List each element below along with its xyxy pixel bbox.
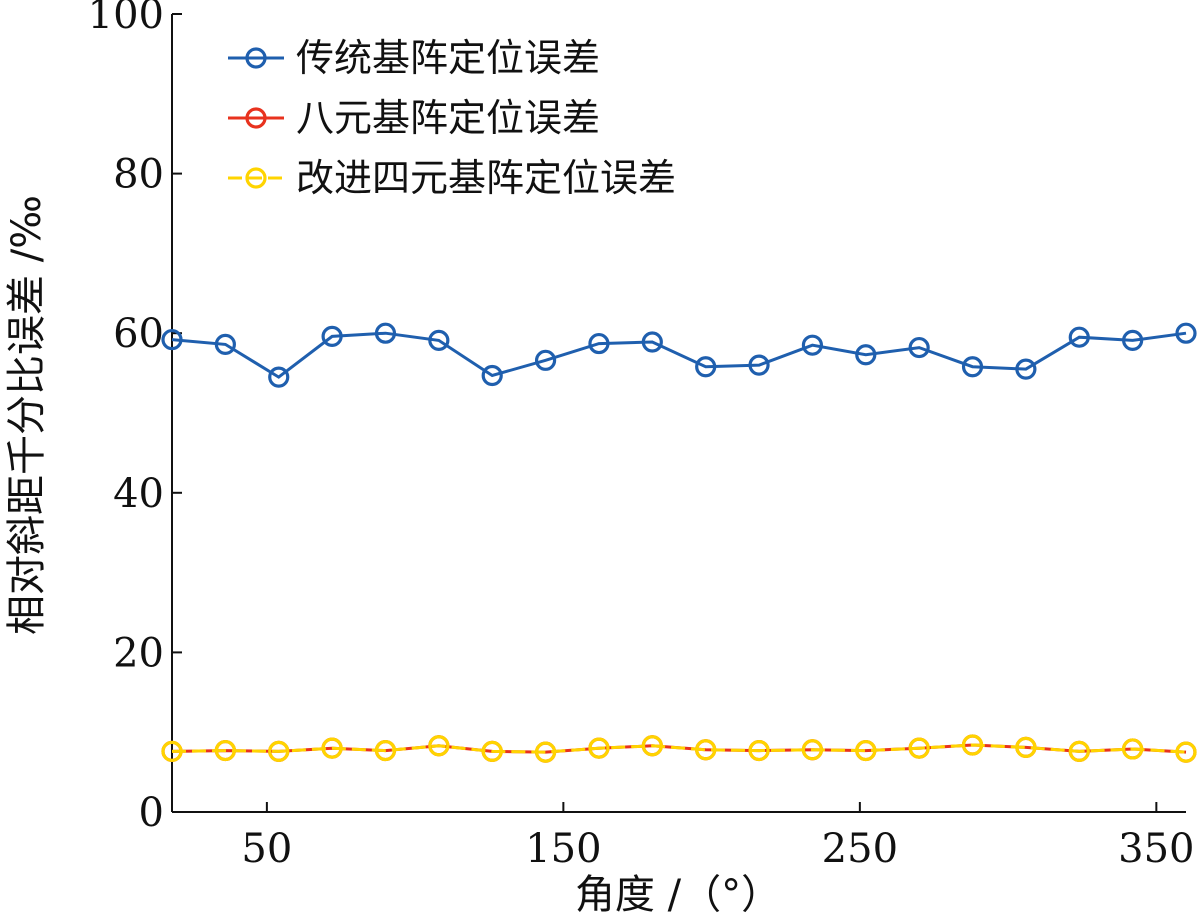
data-point: [801, 334, 824, 356]
data-point: [1122, 329, 1144, 351]
data-point: [268, 366, 290, 388]
data-point: [534, 349, 557, 371]
data-point: [695, 356, 717, 378]
series-1: [161, 322, 1197, 388]
data-point: [1015, 358, 1037, 380]
data-point: [428, 329, 450, 351]
legend-marker: [245, 47, 267, 69]
legend-marker: [245, 167, 267, 189]
series-3: [161, 734, 1197, 763]
data-point: [1068, 740, 1090, 762]
series-layer: [161, 322, 1197, 763]
data-point: [268, 740, 290, 762]
data-point: [801, 739, 824, 761]
y-tick-label: 20: [113, 630, 164, 676]
data-point: [588, 332, 610, 355]
data-point: [374, 322, 397, 344]
data-point: [908, 336, 930, 359]
data-point: [161, 328, 183, 351]
data-point: [214, 739, 236, 762]
data-point: [1015, 736, 1037, 758]
data-point: [748, 739, 770, 762]
data-point: [908, 737, 930, 759]
data-point: [695, 739, 717, 761]
data-point: [1122, 738, 1144, 760]
data-point: [961, 356, 984, 378]
x-tick-label: 150: [525, 826, 601, 872]
data-point: [1068, 326, 1090, 348]
y-tick-label: 80: [113, 152, 164, 198]
data-point: [428, 735, 450, 757]
data-point: [321, 737, 343, 759]
data-point: [748, 354, 770, 376]
data-point: [481, 364, 503, 387]
data-point: [481, 740, 503, 762]
legend-label: 传统基阵定位误差: [296, 36, 600, 80]
y-axis-label: 相对斜距千分比误差 /‰: [4, 195, 50, 635]
x-tick-label: 50: [241, 826, 292, 872]
data-point: [161, 740, 183, 762]
data-point: [588, 737, 610, 759]
y-tick-label: 60: [113, 311, 164, 357]
data-point: [641, 331, 663, 353]
data-point: [641, 735, 663, 757]
x-axis-label: 角度 /（°）: [575, 872, 781, 918]
data-point: [534, 741, 557, 763]
legend-label: 八元基阵定位误差: [296, 96, 600, 140]
data-point: [321, 325, 343, 347]
legend-label: 改进四元基阵定位误差: [296, 156, 676, 200]
data-point: [374, 739, 397, 762]
data-point: [961, 734, 984, 756]
y-tick-label: 0: [139, 790, 164, 836]
x-tick-label: 250: [822, 826, 898, 872]
y-tick-label: 100: [88, 0, 164, 38]
legend-marker: [245, 107, 267, 129]
data-point: [214, 333, 236, 355]
y-tick-label: 40: [113, 471, 164, 517]
axes: 0 20 40 60 80 100 50 150 250 350: [88, 0, 1195, 872]
x-tick-label: 350: [1118, 826, 1194, 872]
data-point: [1175, 322, 1197, 344]
data-point: [855, 344, 877, 366]
legend-item: 八元基阵定位误差: [228, 96, 600, 140]
data-point: [855, 739, 877, 762]
data-point: [1175, 741, 1197, 763]
legend-item: 改进四元基阵定位误差: [228, 156, 676, 200]
legend-item: 传统基阵定位误差: [228, 36, 600, 80]
